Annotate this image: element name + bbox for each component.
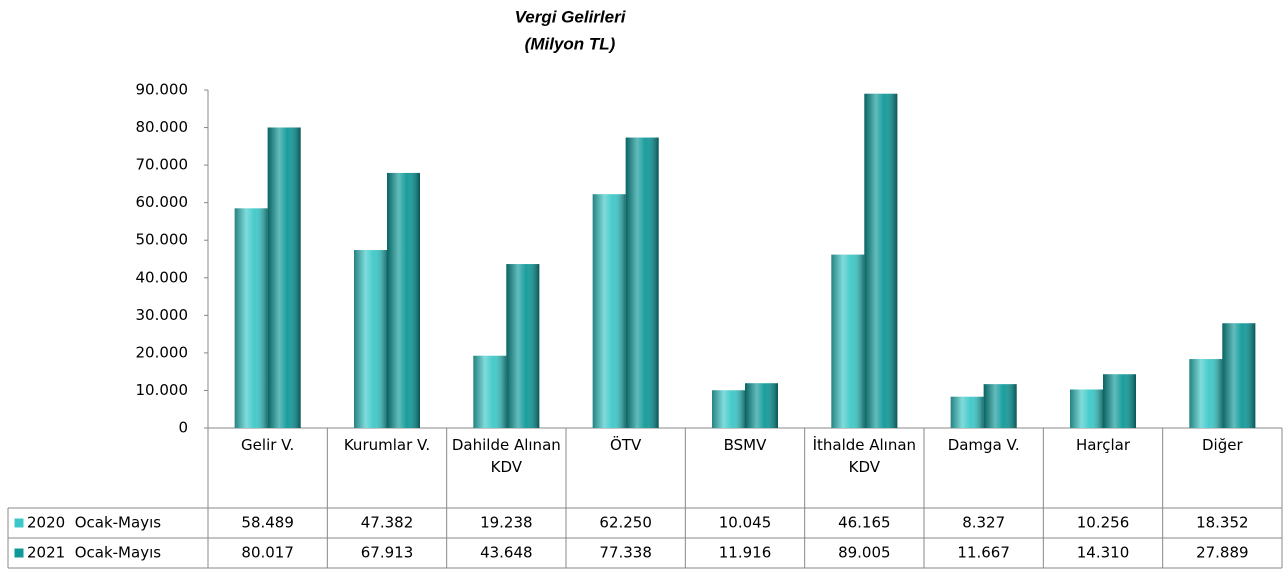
x-tick-label-box: İthalde Alınan KDV <box>812 436 917 476</box>
table-value: 27.889 <box>1196 544 1249 562</box>
y-tick-label: 0 <box>178 419 188 437</box>
bar-shade <box>950 396 984 428</box>
x-tick-label-box: Harçlar <box>1075 436 1131 454</box>
x-tick-label: Dahilde Alınan KDV <box>451 436 561 476</box>
x-tick-label: Diğer <box>1202 436 1243 454</box>
x-tick-label: İthalde Alınan KDV <box>812 436 917 476</box>
table-value: 77.338 <box>599 544 652 562</box>
table-value: 11.667 <box>957 544 1010 562</box>
y-tick-label: 40.000 <box>136 268 189 286</box>
bar-shade <box>234 208 268 428</box>
table-value: 11.916 <box>719 544 772 562</box>
table-value: 43.648 <box>480 544 533 562</box>
bar-shade <box>864 93 898 428</box>
table-value: 18.352 <box>1196 514 1249 532</box>
x-tick-label: Gelir V. <box>241 436 295 454</box>
bar-shade <box>473 355 507 428</box>
y-tick-label: 20.000 <box>136 343 189 361</box>
bar-shade <box>506 264 540 428</box>
bar-shade <box>625 137 659 428</box>
bar-shade <box>1189 359 1223 428</box>
y-tick-label: 90.000 <box>136 81 189 99</box>
table-value: 58.489 <box>241 514 294 532</box>
legend-swatch <box>13 547 25 559</box>
y-tick-label: 80.000 <box>136 118 189 136</box>
bar-shade <box>267 127 301 429</box>
x-tick-label: ÖTV <box>610 436 642 454</box>
legend-label: 2020 Ocak-Mayıs <box>27 514 161 532</box>
table-value: 67.913 <box>361 544 414 562</box>
table-value: 14.310 <box>1077 544 1130 562</box>
y-tick-label: 30.000 <box>136 306 189 324</box>
bar-shade <box>1222 323 1256 428</box>
bar-shade <box>1103 374 1136 428</box>
table-value: 10.045 <box>719 514 772 532</box>
x-tick-label-box: Dahilde Alınan KDV <box>451 436 561 476</box>
y-tick-label: 50.000 <box>136 231 189 249</box>
x-tick-label: BSMV <box>723 436 767 454</box>
bar-shade <box>1070 389 1103 428</box>
bar-shade <box>354 250 387 428</box>
x-tick-label-box: Damga V. <box>947 436 1020 454</box>
table-value: 89.005 <box>838 544 891 562</box>
legend-label: 2021 Ocak-Mayıs <box>27 544 161 562</box>
table-value: 8.327 <box>962 514 1005 532</box>
x-tick-label: Harçlar <box>1075 436 1131 454</box>
x-tick-label-box: ÖTV <box>610 436 642 454</box>
x-tick-label-box: Diğer <box>1202 436 1243 454</box>
x-tick-label-box: BSMV <box>723 436 767 454</box>
x-tick-label-box: Kurumlar V. <box>343 436 431 454</box>
x-tick-label-box: Gelir V. <box>241 436 295 454</box>
bar-shade <box>745 383 778 428</box>
table-value: 46.165 <box>838 514 891 532</box>
bar-shade <box>387 172 420 428</box>
x-tick-label: Kurumlar V. <box>343 436 431 454</box>
y-tick-label: 10.000 <box>136 381 189 399</box>
table-value: 10.256 <box>1077 514 1130 532</box>
bar-shade <box>983 384 1017 428</box>
legend-swatch <box>13 517 25 529</box>
table-value: 80.017 <box>241 544 294 562</box>
y-tick-label: 60.000 <box>136 193 189 211</box>
chart-title: Vergi Gelirleri <box>515 7 627 26</box>
bar-shade <box>831 254 865 428</box>
table-value: 19.238 <box>480 514 533 532</box>
bar-shade <box>592 194 626 428</box>
chart-subtitle: (Milyon TL) <box>525 34 616 53</box>
table-value: 62.250 <box>599 514 652 532</box>
bar-shade <box>712 390 745 428</box>
y-tick-label: 70.000 <box>136 156 189 174</box>
x-tick-label: Damga V. <box>947 436 1020 454</box>
table-value: 47.382 <box>361 514 414 532</box>
